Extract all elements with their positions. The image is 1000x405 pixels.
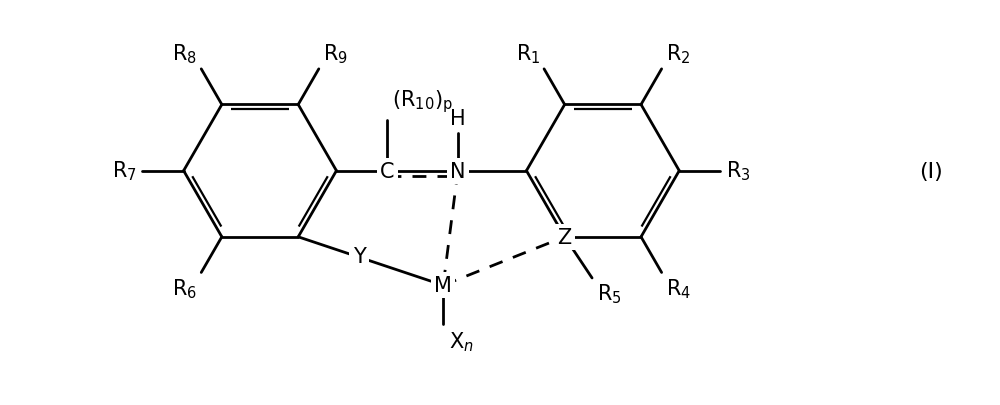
Text: R$_7$: R$_7$ xyxy=(112,160,137,183)
Text: M: M xyxy=(434,275,452,296)
Text: R$_2$: R$_2$ xyxy=(666,42,690,66)
Text: X$_n$: X$_n$ xyxy=(449,330,474,353)
Text: Y: Y xyxy=(353,247,365,266)
Text: (I): (I) xyxy=(919,161,943,181)
Text: N: N xyxy=(450,161,466,181)
Text: R$_8$: R$_8$ xyxy=(172,42,197,66)
Text: R$_5$: R$_5$ xyxy=(597,282,622,306)
Text: C: C xyxy=(380,161,395,181)
Text: (R$_{10}$)$_\mathrm{p}$: (R$_{10}$)$_\mathrm{p}$ xyxy=(392,88,453,115)
Text: Z: Z xyxy=(558,227,572,247)
Text: R$_4$: R$_4$ xyxy=(666,277,691,300)
Text: R$_9$: R$_9$ xyxy=(323,42,348,66)
Text: R$_6$: R$_6$ xyxy=(172,277,197,300)
Text: R$_3$: R$_3$ xyxy=(726,160,751,183)
Text: R$_1$: R$_1$ xyxy=(516,42,540,66)
Text: H: H xyxy=(450,108,466,128)
